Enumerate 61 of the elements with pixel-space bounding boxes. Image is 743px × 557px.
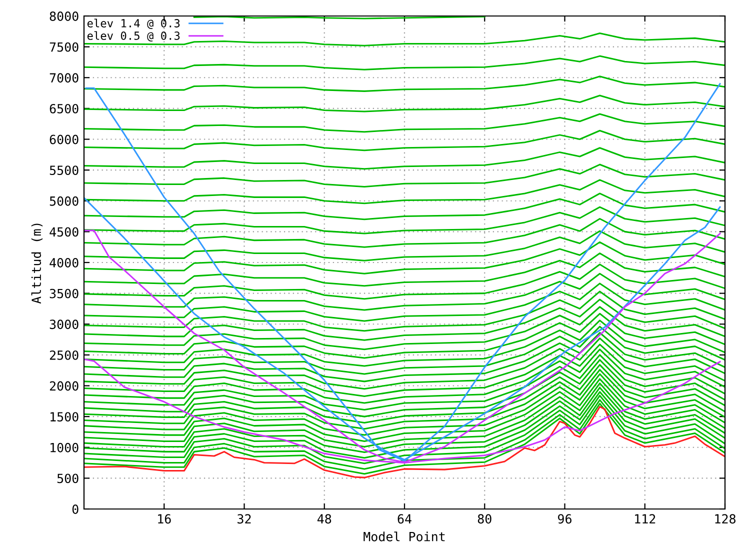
x-tick-label: 80 <box>478 514 492 524</box>
line-series <box>84 290 725 332</box>
line-series <box>84 113 725 133</box>
line-series <box>84 206 725 234</box>
line-series <box>84 354 725 411</box>
y-tick-label: 7000 <box>50 73 78 83</box>
line-series <box>84 94 725 112</box>
legend-label: elev 0.5 @ 0.3 <box>87 31 180 42</box>
y-tick-label: 2500 <box>50 350 78 360</box>
line-series <box>84 344 725 397</box>
line-series <box>84 298 725 341</box>
line-series <box>84 218 725 248</box>
y-tick-label: 7500 <box>50 42 78 52</box>
y-tick-label: 5500 <box>50 166 78 176</box>
line-series <box>84 338 725 390</box>
y-axis-title: Altitud (m) <box>31 224 43 304</box>
y-tick-label: 5000 <box>50 196 78 206</box>
line-series <box>84 326 725 375</box>
y-tick-label: 3000 <box>50 320 78 330</box>
y-tick-label: 4500 <box>50 227 78 237</box>
line-series <box>84 364 725 424</box>
line-series <box>84 147 725 170</box>
line-series <box>84 252 725 287</box>
line-series <box>84 306 725 350</box>
line-series <box>85 83 721 462</box>
y-tick-label: 2000 <box>50 381 78 391</box>
line-series <box>84 164 725 188</box>
line-series <box>84 241 725 274</box>
line-series <box>84 359 725 418</box>
line-series <box>84 32 725 46</box>
x-tick-label: 96 <box>558 514 572 524</box>
y-tick-label: 8000 <box>50 12 78 21</box>
legend-label: elev 1.4 @ 0.3 <box>87 18 180 30</box>
line-series <box>84 192 725 220</box>
line-series <box>84 179 725 204</box>
y-tick-label: 6500 <box>50 104 78 114</box>
x-tick-label: 16 <box>158 514 171 524</box>
x-tick-label: 32 <box>238 514 251 524</box>
y-tick-label: 3500 <box>50 288 78 298</box>
line-series <box>84 130 725 152</box>
line-series <box>84 348 725 404</box>
line-series <box>84 264 725 300</box>
line-series <box>84 332 725 382</box>
line-series <box>84 312 725 359</box>
x-axis-title: Model Point <box>364 532 445 542</box>
line-series <box>84 272 725 311</box>
y-tick-label: 0 <box>72 504 78 514</box>
x-tick-label: 48 <box>317 514 332 524</box>
line-series <box>84 55 725 70</box>
y-tick-label: 500 <box>57 474 78 484</box>
x-tick-label: 112 <box>635 514 656 524</box>
y-tick-label: 1000 <box>50 442 78 452</box>
x-tick-label: 128 <box>715 514 736 524</box>
line-series <box>84 320 725 367</box>
y-tick-label: 4000 <box>50 258 78 268</box>
x-tick-label: 64 <box>398 514 412 524</box>
line-series <box>84 76 725 92</box>
y-tick-label: 1500 <box>50 412 78 422</box>
line-series <box>84 282 725 322</box>
line-series <box>84 230 725 262</box>
y-tick-label: 6000 <box>50 134 78 144</box>
